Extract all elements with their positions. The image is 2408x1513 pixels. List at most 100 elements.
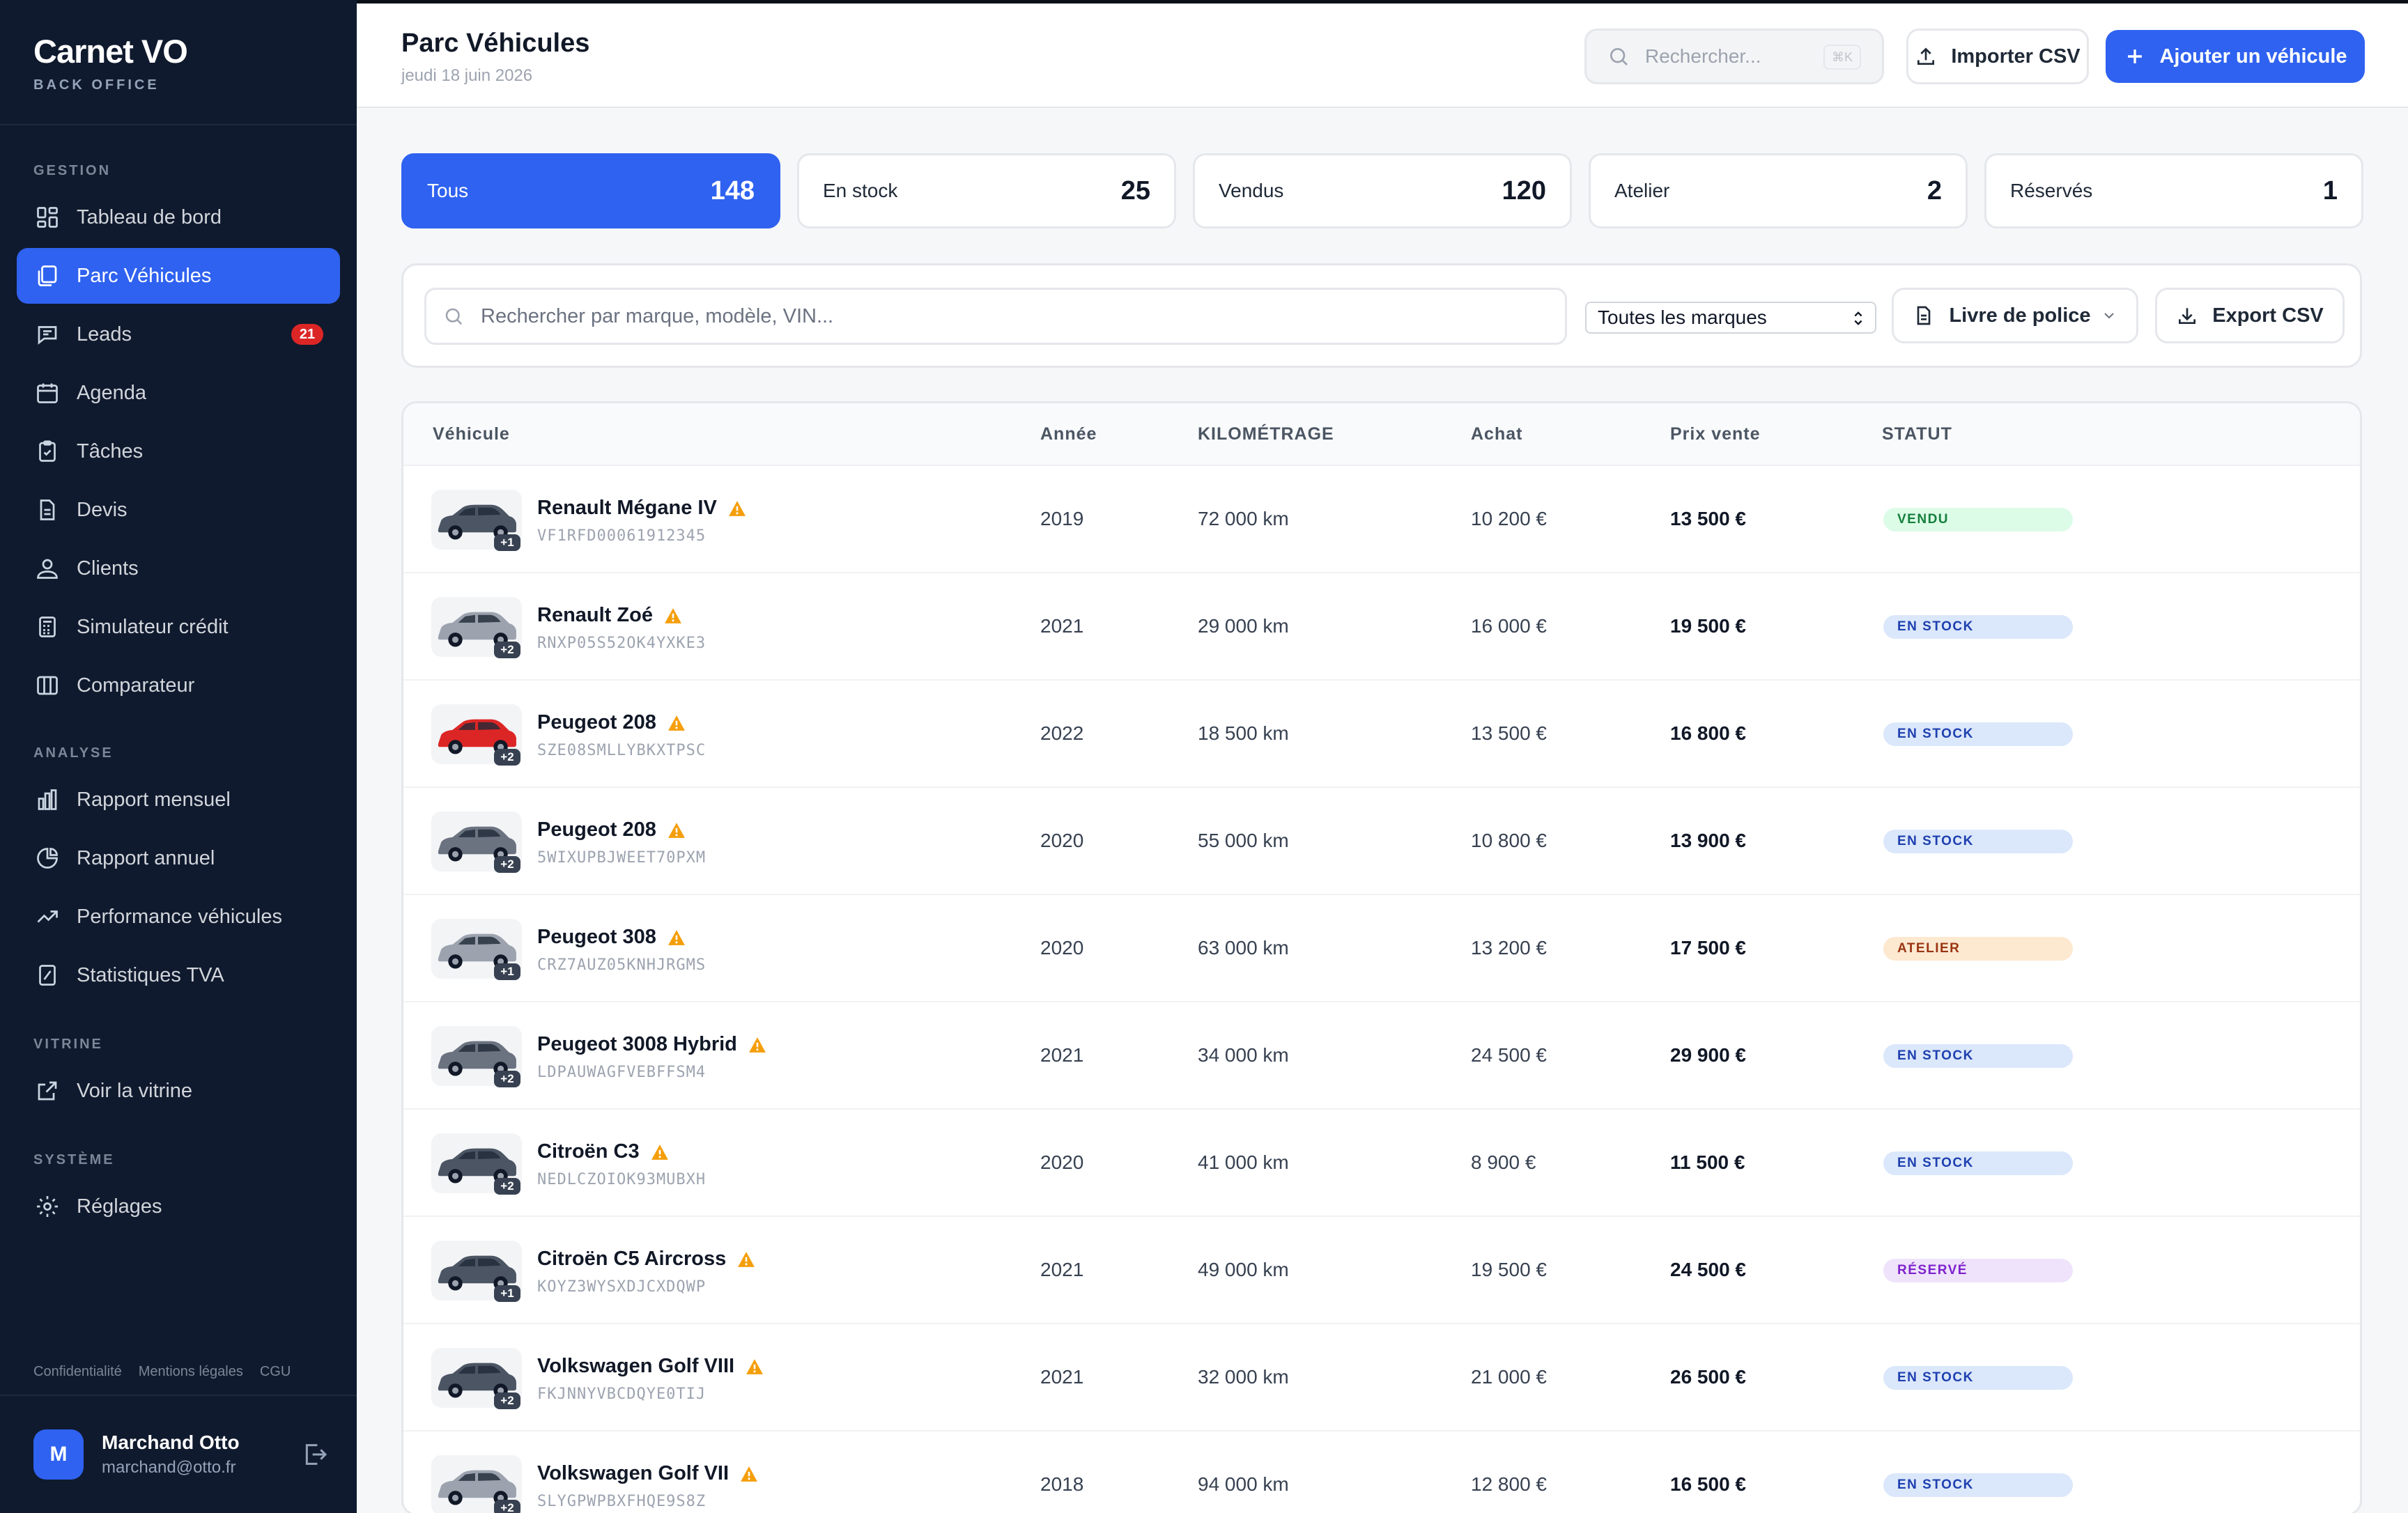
vehicle-thumbnail[interactable]: +1 (431, 1241, 522, 1302)
import-csv-button[interactable]: Importer CSV (1906, 29, 2089, 84)
warning-icon (741, 1466, 757, 1482)
stat-count: 148 (710, 176, 755, 205)
column-header-statut[interactable]: STATUT (1882, 424, 1952, 444)
vehicle-purchase-price: 19 500 € (1471, 1259, 1547, 1280)
sidebar-item-agenda[interactable]: Agenda (17, 365, 340, 421)
vehicle-thumbnail[interactable]: +2 (431, 1455, 522, 1513)
vehicle-purchase-price: 21 000 € (1471, 1366, 1547, 1388)
stat-tab-tous[interactable]: Tous 148 (401, 153, 780, 228)
table-row[interactable]: +1 Renault Mégane IV VF1RFD00061912345 2… (403, 466, 2360, 573)
sidebar-item-performance-vehicules[interactable]: Performance véhicules (17, 889, 340, 945)
app-subtitle: BACK OFFICE (33, 77, 160, 93)
avatar: M (33, 1429, 84, 1480)
stat-count: 25 (1120, 176, 1150, 205)
global-search-input[interactable]: Rechercher... ⌘K (1584, 29, 1884, 84)
livre-de-police-button[interactable]: Livre de police (1892, 288, 2138, 343)
vehicle-name[interactable]: Peugeot 208 (537, 818, 686, 841)
vehicle-year: 2020 (1040, 1151, 1084, 1173)
vehicle-vin: 5WIXUPBJWEET70PXM (537, 849, 707, 867)
vehicle-thumbnail[interactable]: +2 (431, 812, 522, 873)
sidebar-item-statistiques-tva[interactable]: Statistiques TVA (17, 947, 340, 1003)
bar-chart-icon (35, 787, 60, 812)
status-badge: ATELIER (1883, 937, 2073, 961)
privacy-link[interactable]: Confidentialité (33, 1364, 122, 1379)
vehicle-thumbnail[interactable]: +2 (431, 597, 522, 658)
stat-tab-vendus[interactable]: Vendus 120 (1193, 153, 1572, 228)
sidebar-item-label: Performance véhicules (77, 905, 282, 928)
trend-icon (35, 904, 60, 929)
column-header-annee[interactable]: Année (1040, 424, 1097, 444)
sidebar-item-label: Devis (77, 498, 128, 521)
vehicle-name[interactable]: Peugeot 208 (537, 711, 686, 734)
vehicle-name[interactable]: Peugeot 3008 Hybrid (537, 1033, 766, 1056)
vehicle-thumbnail[interactable]: +1 (431, 490, 522, 551)
table-row[interactable]: +2 Peugeot 208 5WIXUPBJWEET70PXM 2020 55… (403, 788, 2360, 895)
sidebar-item-rapport-mensuel[interactable]: Rapport mensuel (17, 772, 340, 828)
user-profile: M Marchand Otto marchand@otto.fr (33, 1429, 329, 1480)
legal-notice-link[interactable]: Mentions légales (138, 1364, 243, 1379)
vehicle-thumbnail[interactable]: +2 (431, 704, 522, 766)
sidebar-item-comparateur[interactable]: Comparateur (17, 658, 340, 713)
vehicle-name[interactable]: Peugeot 308 (537, 926, 686, 949)
add-vehicle-button[interactable]: Ajouter un véhicule (2106, 30, 2365, 83)
column-header-achat[interactable]: Achat (1471, 424, 1523, 444)
column-header-prix-vente[interactable]: Prix vente (1670, 424, 1761, 444)
document-icon (35, 497, 60, 522)
column-header-kilometrage[interactable]: KILOMÉTRAGE (1198, 424, 1334, 444)
vehicle-name[interactable]: Citroën C3 (537, 1140, 669, 1163)
vehicle-thumbnail[interactable]: +2 (431, 1133, 522, 1195)
stat-tab-reserves[interactable]: Réservés 1 (1984, 153, 2363, 228)
vehicle-vin: SZE08SMLLYBKXTPSC (537, 742, 707, 759)
stat-tab-en-stock[interactable]: En stock 25 (797, 153, 1176, 228)
vehicle-name[interactable]: Volkswagen Golf VII (537, 1462, 758, 1485)
vehicle-name[interactable]: Renault Mégane IV (537, 497, 746, 520)
vehicle-thumbnail[interactable]: +2 (431, 1026, 522, 1087)
table-row[interactable]: +2 Peugeot 3008 Hybrid LDPAUWAGFVEBFFSM4… (403, 1002, 2360, 1110)
window-top-edge (0, 0, 2408, 3)
sidebar-item-label: Statistiques TVA (77, 963, 224, 986)
sidebar-item-taches[interactable]: Tâches (17, 424, 340, 479)
export-csv-button[interactable]: Export CSV (2155, 288, 2345, 343)
sidebar-item-label: Tâches (77, 440, 144, 463)
table-row[interactable]: +2 Volkswagen Golf VII SLYGPWPBXFHQE9S8Z… (403, 1431, 2360, 1513)
stat-tab-atelier[interactable]: Atelier 2 (1589, 153, 1968, 228)
table-row[interactable]: +1 Citroën C5 Aircross KOYZ3WYSXDJCXDQWP… (403, 1217, 2360, 1324)
logout-icon[interactable] (301, 1441, 329, 1468)
section-label-vitrine: VITRINE (33, 1037, 103, 1052)
sidebar-item-devis[interactable]: Devis (17, 482, 340, 538)
table-row[interactable]: +2 Volkswagen Golf VIII FKJNNYVBCDQYE0TI… (403, 1324, 2360, 1431)
table-row[interactable]: +2 Renault Zoé RNXP05S52OK4YXKE3 2021 29… (403, 573, 2360, 681)
sidebar-item-simulateur-credit[interactable]: Simulateur crédit (17, 599, 340, 655)
column-header-vehicule[interactable]: Véhicule (433, 424, 510, 444)
brand-select[interactable]: Toutes les marques (1585, 302, 1876, 334)
dashboard-icon (35, 205, 60, 230)
user-icon (35, 556, 60, 581)
vehicle-thumbnail[interactable]: +2 (431, 1348, 522, 1409)
vehicle-name[interactable]: Citroën C5 Aircross (537, 1248, 755, 1271)
sidebar-item-rapport-annuel[interactable]: Rapport annuel (17, 830, 340, 886)
import-csv-label: Importer CSV (1951, 45, 2081, 68)
vehicle-name[interactable]: Volkswagen Golf VIII (537, 1355, 764, 1378)
sidebar-item-dashboard[interactable]: Tableau de bord (17, 189, 340, 245)
vehicle-thumbnail[interactable]: +1 (431, 919, 522, 980)
sidebar-item-leads[interactable]: Leads 21 (17, 307, 340, 362)
table-row[interactable]: +2 Citroën C3 NEDLCZOIOK93MUBXH 2020 41 … (403, 1110, 2360, 1217)
vehicle-name[interactable]: Renault Zoé (537, 604, 682, 627)
sidebar-item-label: Comparateur (77, 674, 195, 697)
terms-link[interactable]: CGU (259, 1364, 291, 1379)
table-row[interactable]: +2 Peugeot 208 SZE08SMLLYBKXTPSC 2022 18… (403, 681, 2360, 788)
vehicle-year: 2018 (1040, 1473, 1084, 1495)
sidebar-item-parc-vehicules[interactable]: Parc Véhicules (17, 248, 340, 304)
sidebar-item-voir-vitrine[interactable]: Voir la vitrine (17, 1063, 340, 1119)
stat-label: Vendus (1219, 180, 1284, 201)
search-shortcut-hint: ⌘K (1823, 45, 1861, 70)
chat-icon (35, 322, 60, 347)
table-row[interactable]: +1 Peugeot 308 CRZ7AUZ05KNHJRGMS 2020 63… (403, 895, 2360, 1002)
sidebar-item-clients[interactable]: Clients (17, 541, 340, 596)
vehicle-mileage: 29 000 km (1198, 615, 1289, 637)
sidebar-item-reglages[interactable]: Réglages (17, 1179, 340, 1234)
sidebar-divider (0, 124, 357, 125)
vehicle-search-input[interactable]: Rechercher par marque, modèle, VIN... (424, 288, 1567, 345)
vehicle-year: 2021 (1040, 1259, 1084, 1280)
vehicle-table: Véhicule Année KILOMÉTRAGE Achat Prix ve… (401, 401, 2362, 1513)
